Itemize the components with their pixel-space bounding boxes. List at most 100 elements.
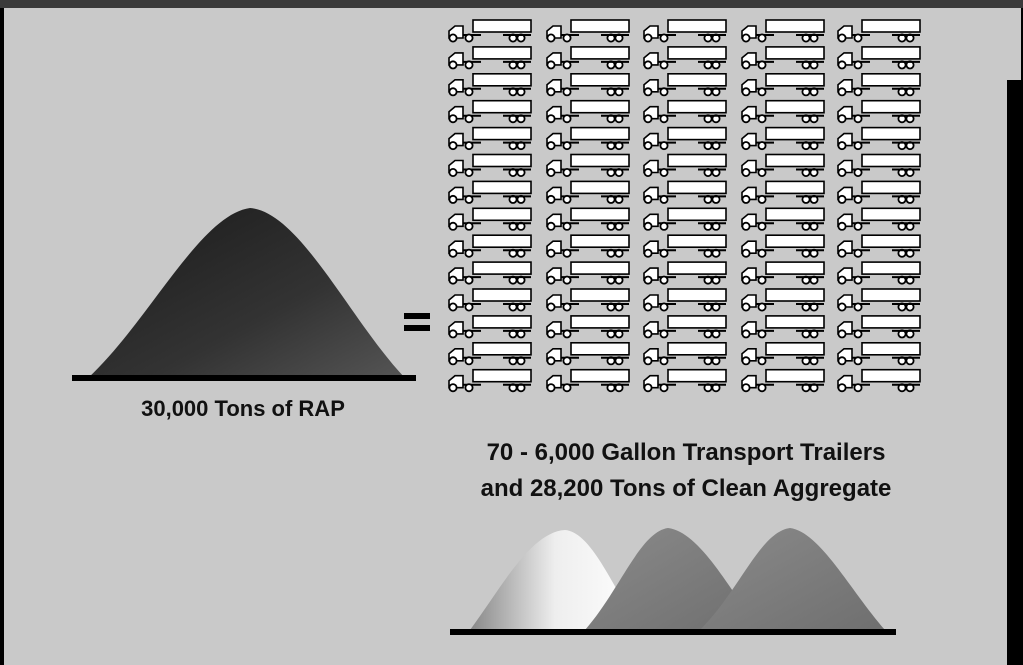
trailer — [472, 207, 532, 222]
truck-icon — [741, 288, 825, 312]
wheel — [757, 383, 767, 393]
truck-icon — [643, 46, 727, 70]
wheel — [837, 141, 847, 151]
trailer — [765, 288, 825, 302]
wheel — [546, 275, 556, 285]
wheel — [659, 302, 669, 312]
trailer — [765, 180, 825, 195]
wheel — [546, 60, 556, 70]
trailer — [570, 99, 630, 114]
truck-icon — [643, 126, 727, 151]
wheel — [659, 221, 669, 231]
trailer — [765, 46, 825, 60]
wheel — [741, 248, 751, 258]
trailer — [765, 261, 825, 275]
truck-icon — [643, 341, 727, 366]
trailer — [765, 368, 825, 383]
trailer — [570, 153, 630, 168]
wheel — [741, 114, 751, 124]
wheel — [448, 87, 458, 97]
wheel — [757, 275, 767, 285]
truck-icon — [741, 207, 825, 231]
wheel — [643, 114, 653, 124]
truck-icon — [837, 315, 921, 339]
wheel — [659, 194, 669, 204]
truck-icon — [837, 288, 921, 312]
trailer — [570, 19, 630, 33]
wheel — [659, 33, 669, 43]
wheel — [741, 356, 751, 366]
truck-icon — [643, 261, 727, 285]
wheel — [562, 356, 572, 366]
truck-icon — [741, 315, 825, 339]
truck-icon — [741, 153, 825, 177]
truck-icon — [448, 99, 532, 124]
truck-icon — [546, 46, 630, 70]
truck-icon — [837, 368, 921, 393]
wheel — [562, 87, 572, 97]
truck-icon — [837, 261, 921, 285]
truck-icon — [837, 234, 921, 258]
wheel — [853, 141, 863, 151]
trailer — [861, 19, 921, 33]
wheel — [464, 329, 474, 339]
wheel — [464, 194, 474, 204]
wheel — [546, 221, 556, 231]
wheel — [643, 356, 653, 366]
trailer — [570, 315, 630, 329]
wheel — [741, 141, 751, 151]
truck-icon — [643, 153, 727, 177]
wheel — [448, 33, 458, 43]
truck-icon — [741, 99, 825, 124]
wheel — [448, 329, 458, 339]
trailer — [472, 341, 532, 356]
trailer — [765, 19, 825, 33]
trailer — [861, 341, 921, 356]
trailer — [861, 315, 921, 329]
truck-icon — [448, 207, 532, 231]
wheel — [448, 114, 458, 124]
truck-icon — [741, 73, 825, 97]
wheel — [448, 167, 458, 177]
caption-line: and 28,200 Tons of Clean Aggregate — [481, 475, 892, 502]
wheel — [448, 221, 458, 231]
wheel — [741, 194, 751, 204]
wheel — [659, 383, 669, 393]
wheel — [546, 356, 556, 366]
truck-icon — [448, 153, 532, 177]
trailer — [472, 153, 532, 168]
wheel — [546, 194, 556, 204]
trailer — [667, 234, 727, 248]
wheel — [562, 221, 572, 231]
wheel — [562, 141, 572, 151]
wheel — [741, 329, 751, 339]
truck-icon — [546, 207, 630, 231]
wheel — [448, 302, 458, 312]
ground-line — [72, 375, 416, 381]
trailer — [570, 261, 630, 275]
trailer — [861, 126, 921, 141]
wheel — [464, 383, 474, 393]
trailer — [861, 207, 921, 222]
wheel — [853, 329, 863, 339]
wheel — [546, 33, 556, 43]
truck-icon — [837, 99, 921, 124]
wheel — [853, 302, 863, 312]
wheel — [448, 60, 458, 70]
truck-icon — [546, 153, 630, 177]
trailer — [472, 180, 532, 195]
wheel — [741, 302, 751, 312]
wheel — [448, 356, 458, 366]
wheel — [562, 194, 572, 204]
trailer — [765, 207, 825, 222]
trailer — [472, 73, 532, 87]
wheel — [659, 275, 669, 285]
truck-icon — [741, 368, 825, 393]
truck-icon — [643, 99, 727, 124]
wheel — [757, 221, 767, 231]
trailer — [861, 46, 921, 60]
wheel — [757, 329, 767, 339]
wheel — [837, 356, 847, 366]
wheel — [837, 167, 847, 177]
trailer — [667, 180, 727, 195]
